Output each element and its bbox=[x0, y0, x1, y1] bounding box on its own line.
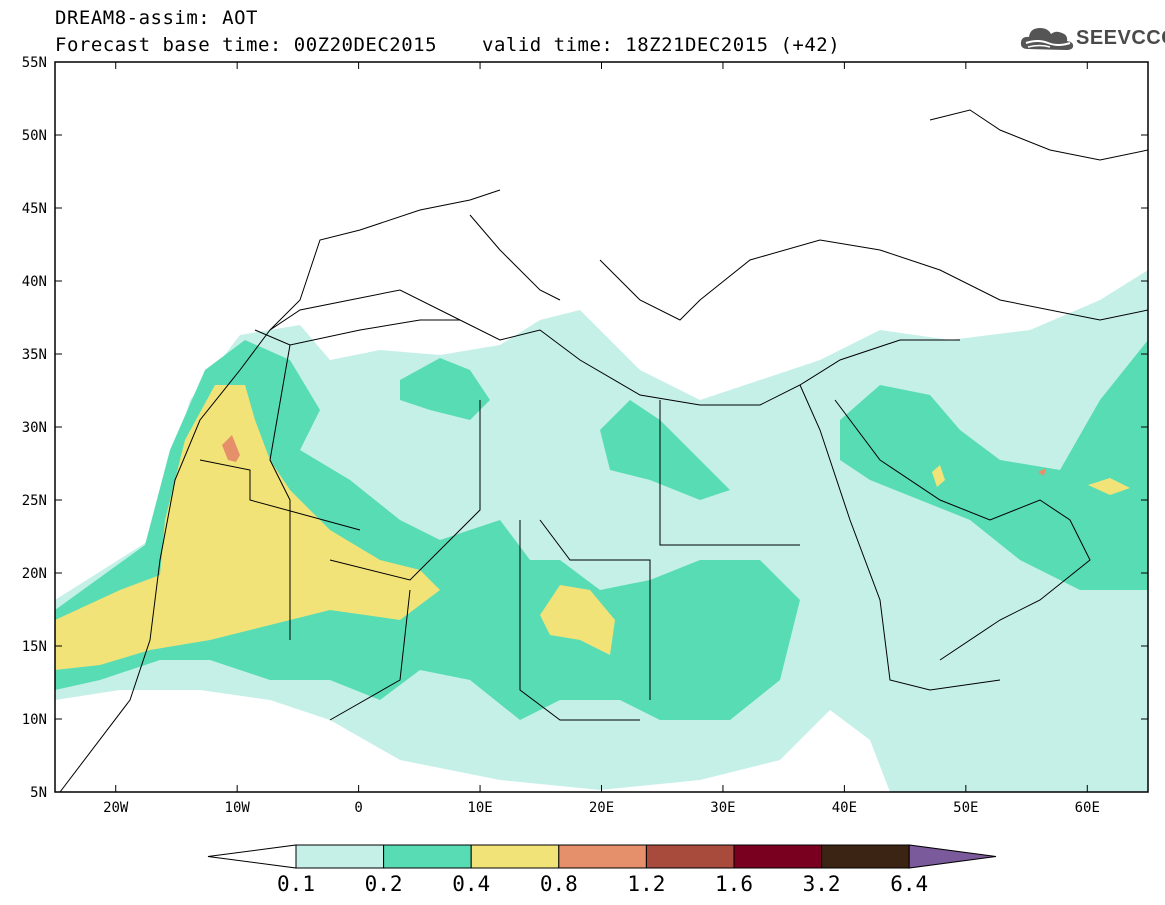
aot-contour-0.8 bbox=[222, 435, 240, 462]
seevccc-logo: SEEVCCC bbox=[1018, 22, 1165, 58]
lon-tick-label: 60E bbox=[1075, 800, 1100, 816]
lon-tick-label: 20E bbox=[589, 800, 614, 816]
lat-tick-label: 30N bbox=[22, 420, 47, 436]
aot-contour-0.2 bbox=[600, 400, 730, 500]
longitude-axis: 20W 10W 0 10E 20E 30E 40E 50E 60E bbox=[103, 62, 1100, 816]
colorbar-segment bbox=[645, 844, 735, 869]
colorbar-level-label: 0.2 bbox=[365, 872, 403, 896]
coastlines bbox=[59, 109, 1148, 792]
chart-title: DREAM8-assim: AOT bbox=[55, 7, 258, 29]
aot-contour-0.4 bbox=[1088, 478, 1130, 495]
lat-tick-label: 45N bbox=[22, 201, 47, 217]
aot-contour-0.4 bbox=[932, 465, 945, 487]
colorbar-segment bbox=[733, 844, 823, 869]
colorbar-level-label: 0.4 bbox=[452, 872, 490, 896]
colorbar-level-label: 1.6 bbox=[715, 872, 753, 896]
colorbar-segment bbox=[558, 844, 647, 869]
lon-tick-label: 10E bbox=[467, 800, 492, 816]
latitude-axis: 55N 50N 45N 40N 35N 30N 25N 20N 15N 10N 5N bbox=[22, 55, 1148, 801]
lat-tick-label: 10N bbox=[22, 712, 47, 728]
lat-tick-label: 5N bbox=[30, 785, 47, 801]
colorbar-segment bbox=[295, 844, 385, 869]
colorbar-level-label: 0.1 bbox=[277, 872, 315, 896]
aot-contour-0.8 bbox=[1038, 468, 1046, 476]
colorbar-upper-extend bbox=[908, 844, 997, 869]
lat-tick-label: 40N bbox=[22, 274, 47, 290]
lat-tick-label: 25N bbox=[22, 493, 47, 509]
colorbar-segment bbox=[383, 844, 472, 869]
colorbar-lower-extend bbox=[207, 844, 297, 869]
colorbar-segment bbox=[470, 844, 560, 869]
lon-tick-label: 0 bbox=[354, 800, 362, 816]
lat-tick-label: 35N bbox=[22, 347, 47, 363]
colorbar-segment bbox=[821, 844, 910, 869]
aot-contour-0.2 bbox=[400, 358, 490, 420]
lat-tick-label: 20N bbox=[22, 566, 47, 582]
lon-tick-label: 30E bbox=[710, 800, 735, 816]
logo-text: SEEVCCC bbox=[1076, 27, 1165, 49]
colorbar-level-label: 6.4 bbox=[890, 872, 928, 896]
lon-tick-label: 20W bbox=[103, 800, 129, 816]
cloud-icon bbox=[1020, 28, 1074, 50]
lon-tick-label: 50E bbox=[953, 800, 978, 816]
colorbar-level-label: 0.8 bbox=[540, 872, 578, 896]
lon-tick-label: 40E bbox=[832, 800, 857, 816]
valid-time: valid time: 18Z21DEC2015 (+42) bbox=[482, 34, 841, 56]
colorbar: 0.1 0.2 0.4 0.8 1.2 1.6 3.2 6.4 bbox=[207, 844, 997, 896]
aot-contour-0.4 bbox=[55, 385, 440, 670]
lat-tick-label: 55N bbox=[22, 55, 47, 71]
forecast-base-time: Forecast base time: 00Z20DEC2015 bbox=[55, 34, 438, 56]
colorbar-level-label: 1.2 bbox=[627, 872, 665, 896]
lat-tick-label: 50N bbox=[22, 128, 47, 144]
aot-contour-0.4 bbox=[540, 585, 615, 655]
lat-tick-label: 15N bbox=[22, 639, 47, 655]
colorbar-level-label: 3.2 bbox=[803, 872, 841, 896]
lon-tick-label: 10W bbox=[225, 800, 251, 816]
aot-field bbox=[55, 270, 1148, 792]
aot-contour-0.2 bbox=[840, 340, 1148, 590]
